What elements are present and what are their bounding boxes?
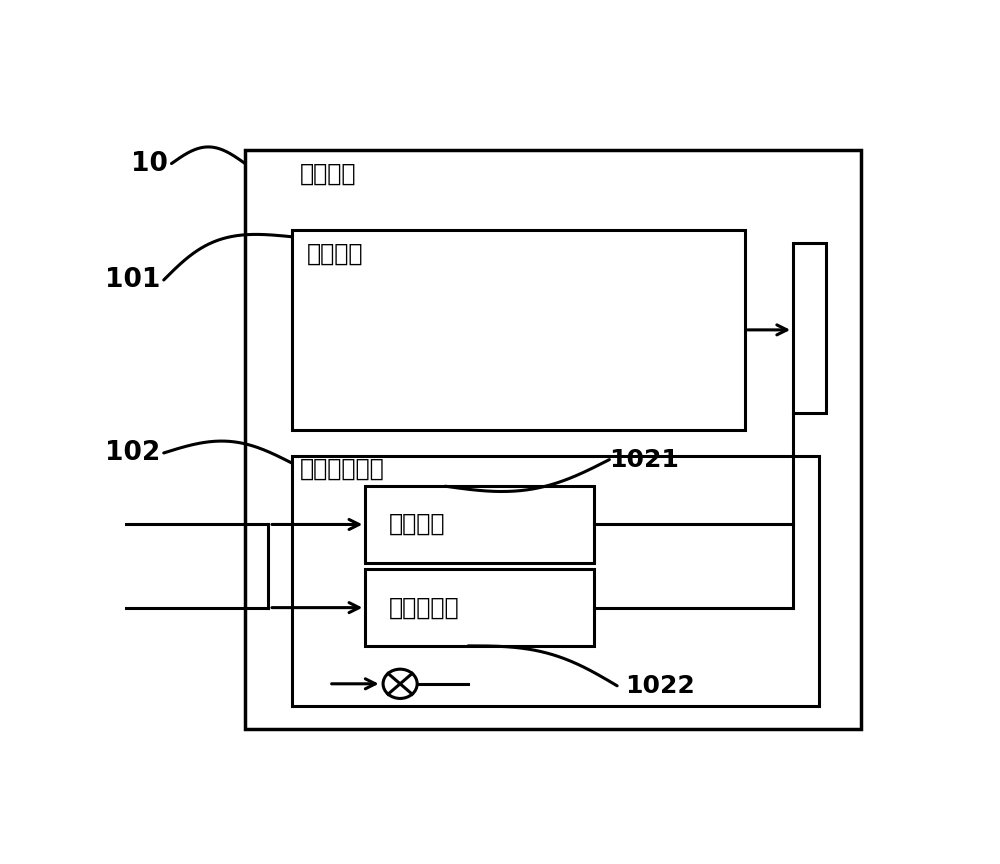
Text: 1022: 1022 (625, 674, 695, 698)
Bar (245, 150, 861, 729)
Bar (365, 569, 594, 646)
Text: 半导体元件: 半导体元件 (388, 595, 459, 619)
Text: 源信号电路板: 源信号电路板 (299, 456, 384, 480)
Text: 102: 102 (105, 440, 160, 466)
Bar (292, 230, 745, 429)
Bar (292, 456, 819, 706)
Text: 显示面板: 显示面板 (299, 162, 356, 186)
Text: 显示单元: 显示单元 (307, 241, 364, 265)
Text: 10: 10 (131, 150, 168, 176)
Text: 101: 101 (104, 267, 160, 293)
Bar (365, 486, 594, 562)
Text: 1021: 1021 (609, 448, 679, 472)
Bar (793, 244, 826, 413)
Text: 电感元件: 电感元件 (388, 512, 445, 537)
